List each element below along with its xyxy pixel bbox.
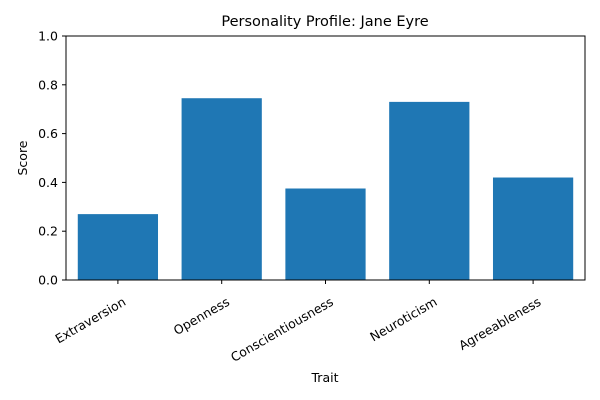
bars-group [77, 98, 574, 280]
bar-neuroticism [389, 101, 470, 280]
bar-conscientiousness [285, 188, 366, 280]
y-tick-label: 0.2 [38, 224, 58, 239]
bar-openness [181, 98, 262, 280]
y-tick-label: 0.8 [38, 77, 58, 92]
y-axis-label: Score [15, 140, 30, 175]
y-axis-ticks: 0.0 0.2 0.4 0.6 0.8 1.0 [38, 29, 66, 288]
x-tick-label: Extraversion [52, 294, 128, 346]
y-tick-label: 0.6 [38, 126, 58, 141]
x-tick-label: Agreeableness [456, 294, 543, 353]
chart-title: Personality Profile: Jane Eyre [221, 14, 428, 30]
x-axis-label: Trait [311, 370, 339, 385]
y-tick-label: 0.4 [38, 175, 58, 190]
bar-extraversion [77, 214, 159, 280]
x-tick-label: Conscientiousness [228, 294, 336, 365]
bar-agreeableness [492, 177, 574, 280]
x-tick-label: Openness [171, 294, 232, 338]
plot-area-frame [65, 35, 586, 281]
x-tick-label: Neuroticism [367, 294, 439, 344]
y-tick-label: 0.0 [38, 273, 58, 288]
y-tick-label: 1.0 [38, 29, 58, 44]
